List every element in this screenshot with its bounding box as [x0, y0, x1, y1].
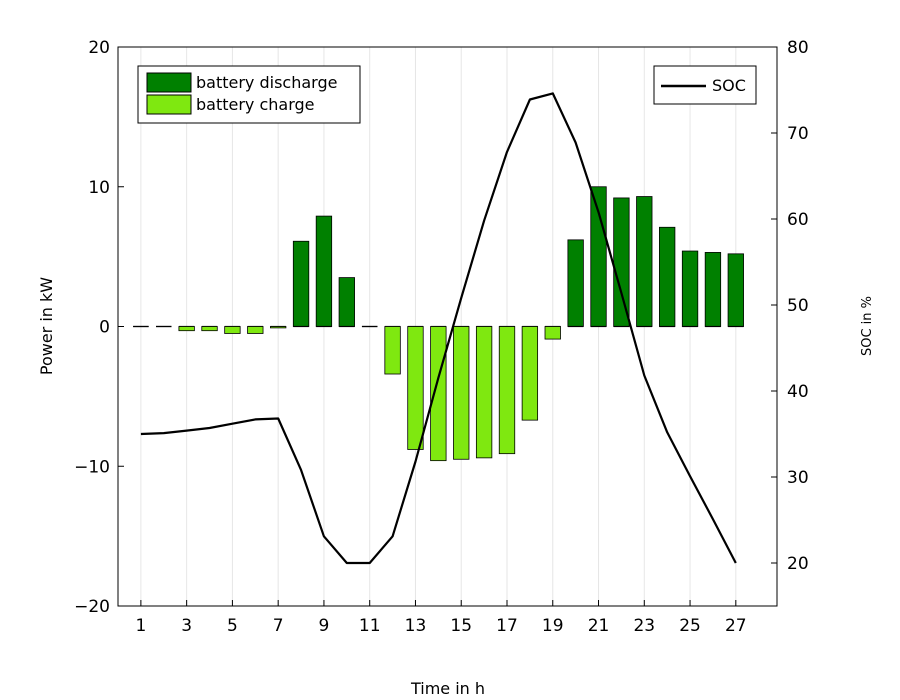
bar-battery-charge-19	[544, 326, 561, 340]
bar-battery-discharge-27	[727, 253, 744, 327]
bar-battery-charge-14	[430, 326, 447, 462]
right-tick-label-80: 80	[787, 38, 809, 58]
legend-left: battery discharge battery charge	[137, 65, 361, 124]
bar-battery-discharge-25	[681, 250, 699, 327]
left-tick-label-0: 0	[99, 318, 110, 338]
bar-battery-discharge-20	[567, 239, 584, 327]
x-tick-label-13: 13	[405, 616, 427, 636]
soc-line-group	[140, 92, 737, 565]
x-tick-label-3: 3	[181, 616, 192, 636]
left-tick-label-20: 20	[88, 38, 110, 58]
soc-line	[140, 92, 737, 565]
x-tick-label-7: 7	[273, 616, 284, 636]
bar-battery-discharge-8	[292, 240, 310, 327]
right-tick-label-30: 30	[787, 468, 809, 488]
right-tick-label-50: 50	[787, 296, 809, 316]
bar-battery-charge-15	[453, 326, 470, 460]
bar-battery-charge-17	[498, 326, 516, 455]
bar-battery-charge-5	[224, 326, 241, 334]
x-tick-label-11: 11	[359, 616, 381, 636]
x-axis: 1 3 5 7 9 11 13 15 17 19 21 23 25 27	[135, 600, 747, 636]
y-axis-label: Power in kW	[37, 277, 56, 375]
bar-battery-discharge-26	[704, 252, 722, 327]
bar-battery-discharge-23	[636, 196, 653, 327]
left-tick-label--10: −10	[74, 457, 110, 477]
legend-label-charge: battery charge	[196, 95, 315, 114]
x-tick-label-23: 23	[633, 616, 655, 636]
bar-battery-discharge-22	[613, 197, 630, 327]
x-tick-label-5: 5	[227, 616, 238, 636]
bars	[133, 186, 744, 462]
legend-label-discharge: battery discharge	[196, 73, 337, 92]
right-tick-label-60: 60	[787, 210, 809, 230]
x-tick-label-17: 17	[496, 616, 518, 636]
x-tick-label-25: 25	[679, 616, 701, 636]
bar-battery-charge-18	[521, 326, 539, 421]
x-tick-label-9: 9	[319, 616, 330, 636]
left-tick-label--20: −20	[74, 597, 110, 617]
bar-battery-charge-3	[178, 326, 195, 332]
legend-swatch-charge	[146, 94, 192, 115]
bar-battery-charge-13	[407, 326, 424, 450]
x-tick-label-19: 19	[542, 616, 564, 636]
y2-axis-label: SOC in %	[860, 296, 875, 356]
bar-battery-charge-12	[384, 326, 401, 375]
bar-battery-charge-7	[270, 326, 287, 329]
right-y-axis: 20 30 40 50 60 70 80	[771, 38, 809, 574]
right-tick-label-40: 40	[787, 382, 809, 402]
x-tick-label-1: 1	[135, 616, 146, 636]
x-tick-label-15: 15	[450, 616, 472, 636]
bar-battery-charge-6	[247, 326, 264, 334]
bar-battery-charge-4	[201, 326, 218, 332]
bar-battery-discharge-24	[659, 226, 676, 327]
right-tick-label-20: 20	[787, 554, 809, 574]
bar-battery-charge-16	[475, 326, 493, 459]
left-y-axis: −20 −10 0 10 20	[74, 38, 124, 617]
x-tick-label-21: 21	[588, 616, 610, 636]
legend-right: SOC	[653, 65, 757, 105]
left-tick-label-10: 10	[88, 178, 110, 198]
right-tick-label-70: 70	[787, 124, 809, 144]
legend-swatch-discharge	[146, 72, 192, 93]
bar-battery-discharge-9	[315, 215, 333, 327]
legend-label-soc: SOC	[712, 76, 746, 95]
x-tick-label-27: 27	[725, 616, 747, 636]
x-axis-label: Time in h	[410, 679, 485, 698]
bar-battery-discharge-21	[590, 186, 607, 327]
bar-battery-discharge-10	[338, 277, 355, 327]
